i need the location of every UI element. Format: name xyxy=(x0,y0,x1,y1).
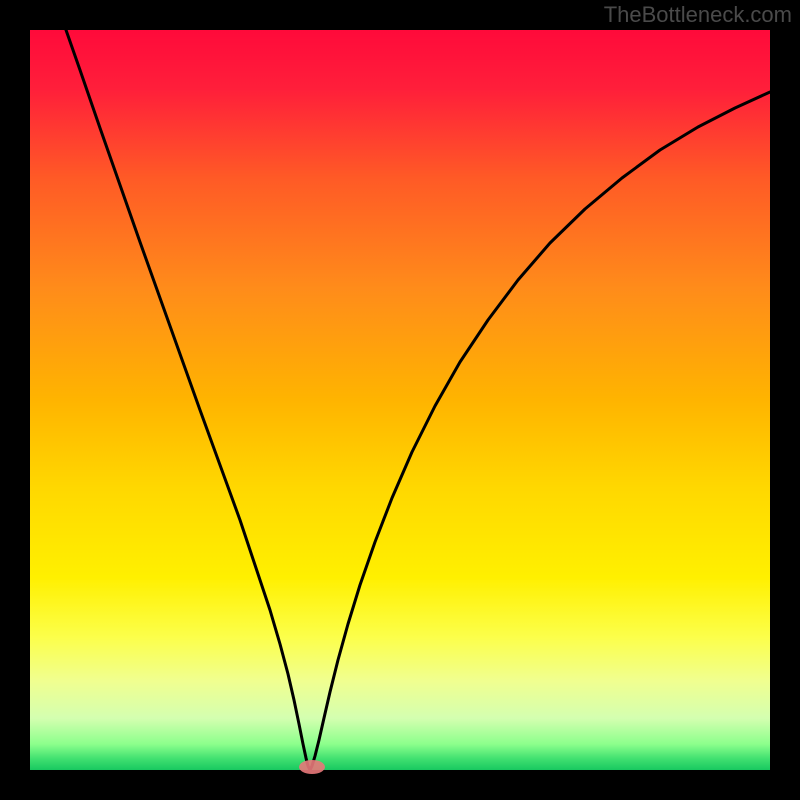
chart-container: TheBottleneck.com xyxy=(0,0,800,800)
plot-area xyxy=(30,30,770,774)
watermark-text: TheBottleneck.com xyxy=(604,2,792,28)
gradient-background xyxy=(30,30,770,770)
bottleneck-chart xyxy=(0,0,800,800)
optimal-marker xyxy=(299,760,325,774)
